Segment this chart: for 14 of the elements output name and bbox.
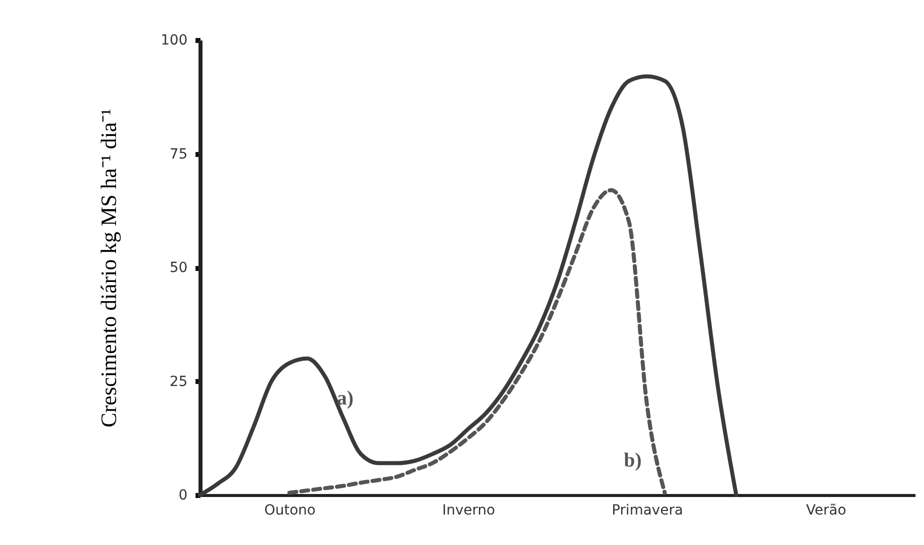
- x-tick-label: Verão: [806, 502, 846, 518]
- line-series: [198, 74, 738, 497]
- y-tick-label: 100: [160, 32, 188, 48]
- y-tick-label: 25: [170, 374, 188, 390]
- x-tick-label: Inverno: [442, 502, 496, 518]
- line-series: [287, 188, 667, 495]
- series-label: a): [336, 388, 354, 410]
- x-tick-label: Primavera: [612, 502, 684, 518]
- y-axis-title: Crescimento diário kg MS ha⁻¹ dia⁻¹: [96, 108, 121, 428]
- y-tick-label: 50: [170, 260, 188, 276]
- y-tick-label: 75: [170, 146, 188, 162]
- series-label: b): [624, 450, 642, 472]
- y-tick-label: 0: [178, 488, 188, 504]
- x-tick-label: Outono: [264, 502, 316, 518]
